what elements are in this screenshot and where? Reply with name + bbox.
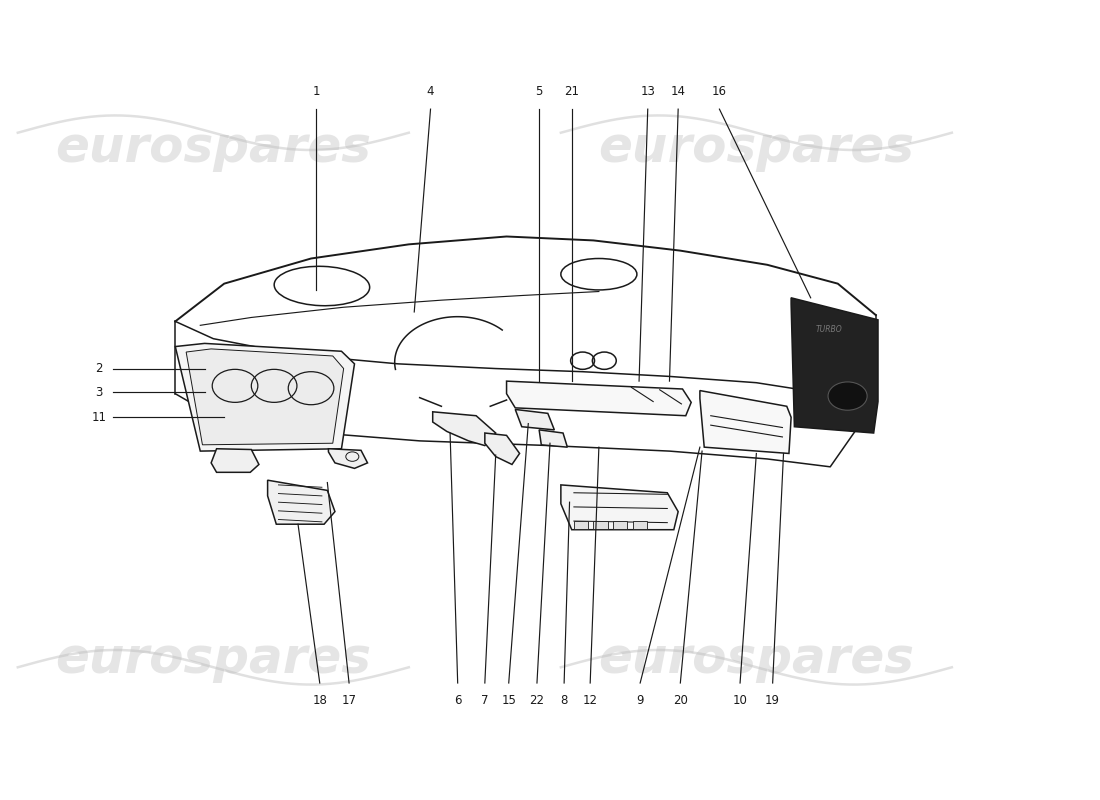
Text: 11: 11 [91, 410, 107, 424]
Polygon shape [561, 485, 679, 530]
Polygon shape [175, 343, 354, 451]
Text: 7: 7 [481, 694, 488, 706]
Text: eurospares: eurospares [598, 125, 914, 173]
Text: 17: 17 [342, 694, 356, 706]
Polygon shape [485, 433, 519, 465]
Bar [593, 521, 607, 529]
Text: 15: 15 [502, 694, 516, 706]
Bar [613, 521, 627, 529]
Text: 10: 10 [733, 694, 748, 706]
Polygon shape [186, 349, 343, 445]
Text: 16: 16 [712, 86, 727, 98]
Text: eurospares: eurospares [55, 635, 372, 683]
Polygon shape [329, 449, 367, 468]
Circle shape [828, 382, 867, 410]
Polygon shape [211, 449, 258, 472]
Polygon shape [267, 480, 336, 524]
Text: 4: 4 [427, 86, 434, 98]
Text: 9: 9 [637, 694, 644, 706]
Text: TURBO: TURBO [816, 325, 843, 334]
Text: 20: 20 [673, 694, 688, 706]
Text: 1: 1 [312, 86, 320, 98]
Text: eurospares: eurospares [55, 125, 372, 173]
Text: 13: 13 [640, 86, 656, 98]
Text: 12: 12 [583, 694, 597, 706]
Bar [574, 521, 589, 529]
Polygon shape [432, 412, 496, 446]
Polygon shape [539, 430, 568, 447]
Text: 22: 22 [529, 694, 544, 706]
Text: 3: 3 [96, 386, 103, 398]
Text: 14: 14 [671, 86, 685, 98]
Polygon shape [791, 298, 878, 433]
Text: 2: 2 [96, 362, 103, 375]
Bar [632, 521, 647, 529]
Text: 5: 5 [536, 86, 542, 98]
Text: eurospares: eurospares [598, 635, 914, 683]
Text: 18: 18 [312, 694, 327, 706]
Text: 19: 19 [766, 694, 780, 706]
Text: 6: 6 [454, 694, 461, 706]
Text: 21: 21 [564, 86, 580, 98]
Text: 8: 8 [560, 694, 568, 706]
Polygon shape [507, 381, 691, 416]
Polygon shape [700, 390, 791, 454]
Polygon shape [515, 410, 554, 430]
